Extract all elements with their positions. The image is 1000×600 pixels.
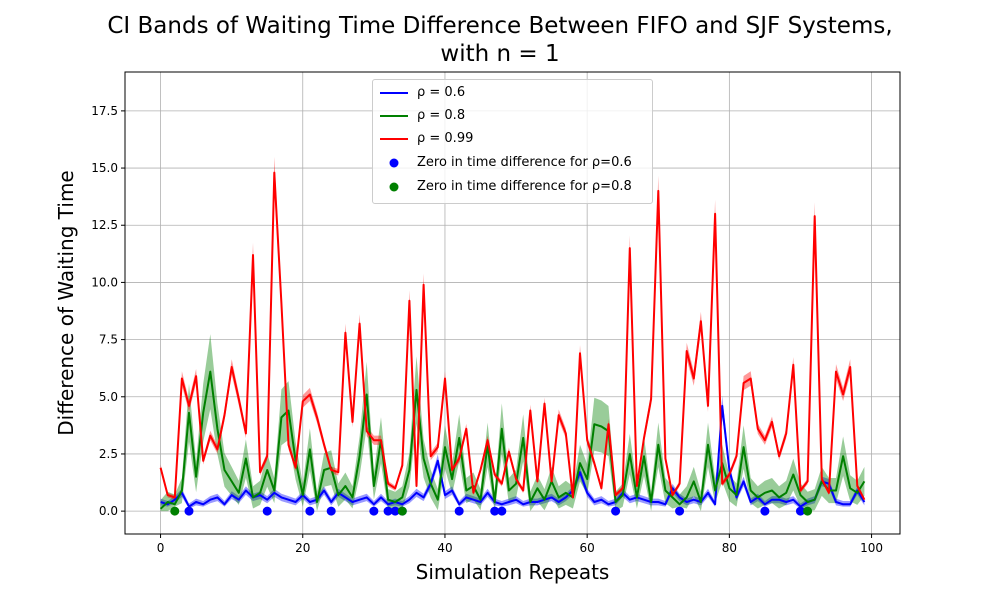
ci-band-series-1 xyxy=(160,334,865,512)
legend-swatch-rho-099 xyxy=(380,138,408,140)
zero-marker-1 xyxy=(397,506,407,516)
zero-marker-0 xyxy=(383,506,393,516)
legend-item-zero-rho-06: Zero in time difference for ρ=0.6 xyxy=(373,153,653,173)
legend-item-zero-rho-08: Zero in time difference for ρ=0.8 xyxy=(373,177,653,197)
legend-swatch-zero-rho-08 xyxy=(389,182,399,192)
legend: ρ = 0.6 ρ = 0.8 ρ = 0.99 Zero in time di… xyxy=(372,79,653,204)
zero-marker-0 xyxy=(326,506,336,516)
zero-marker-0 xyxy=(390,506,400,516)
y-tick-label: 12.5 xyxy=(91,218,118,232)
zero-marker-0 xyxy=(490,506,500,516)
x-tick-label: 20 xyxy=(295,541,310,555)
zero-marker-0 xyxy=(305,506,315,516)
legend-label-rho-08: ρ = 0.8 xyxy=(417,108,466,123)
zero-marker-1 xyxy=(170,506,180,516)
x-tick-label: 100 xyxy=(860,541,883,555)
x-tick-label: 0 xyxy=(157,541,165,555)
series-line-2 xyxy=(159,171,866,501)
zero-marker-0 xyxy=(611,506,621,516)
x-tick-label: 40 xyxy=(437,541,452,555)
zero-marker-0 xyxy=(795,506,805,516)
y-tick-label: 0.0 xyxy=(99,504,118,518)
zero-marker-1 xyxy=(803,506,813,516)
y-tick-label: 10.0 xyxy=(91,275,118,289)
legend-swatch-rho-06 xyxy=(380,92,408,94)
y-axis-label: Difference of Waiting Time xyxy=(54,170,78,436)
legend-item-rho-099: ρ = 0.99 xyxy=(373,129,653,149)
series-line-1 xyxy=(159,370,866,510)
x-tick-label: 80 xyxy=(722,541,737,555)
zero-marker-0 xyxy=(760,506,770,516)
legend-label-zero-rho-08: Zero in time difference for ρ=0.8 xyxy=(417,179,632,194)
zero-marker-0 xyxy=(184,506,194,516)
axes-frame xyxy=(124,71,901,535)
chart-title-line-2: with n = 1 xyxy=(440,41,560,67)
ci-band-series-2 xyxy=(160,156,865,502)
zero-marker-0 xyxy=(675,506,685,516)
chart-title-line-1: CI Bands of Waiting Time Difference Betw… xyxy=(107,13,893,39)
y-tick-label: 7.5 xyxy=(99,333,118,347)
zero-marker-0 xyxy=(262,506,272,516)
legend-item-rho-08: ρ = 0.8 xyxy=(373,106,653,126)
y-tick-label: 17.5 xyxy=(91,104,118,118)
zero-marker-0 xyxy=(369,506,379,516)
x-axis-label: Simulation Repeats xyxy=(415,560,610,584)
series-line-0 xyxy=(160,404,866,508)
zero-marker-0 xyxy=(497,506,507,516)
legend-swatch-rho-08 xyxy=(380,115,408,117)
y-tick-label: 2.5 xyxy=(99,447,118,461)
zero-marker-0 xyxy=(454,506,464,516)
legend-item-rho-06: ρ = 0.6 xyxy=(373,83,653,103)
y-tick-label: 15.0 xyxy=(91,161,118,175)
y-tick-label: 5.0 xyxy=(99,390,118,404)
x-tick-label: 60 xyxy=(580,541,595,555)
legend-label-rho-099: ρ = 0.99 xyxy=(417,131,474,146)
legend-label-rho-06: ρ = 0.6 xyxy=(417,85,466,100)
legend-label-zero-rho-06: Zero in time difference for ρ=0.6 xyxy=(417,155,632,170)
legend-swatch-zero-rho-06 xyxy=(389,158,399,168)
